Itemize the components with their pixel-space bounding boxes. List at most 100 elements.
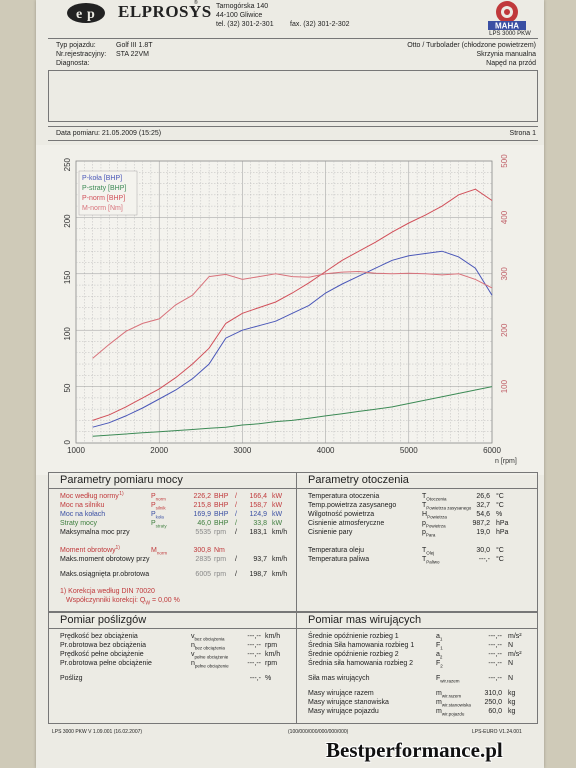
power-row-unit-1: BHP [214, 511, 229, 518]
lps-model: LPS 3000 PKW [489, 31, 531, 37]
diagnostician-label: Diagnosta: [56, 60, 90, 67]
symbol-subscript: norm [155, 496, 166, 502]
symbol-subscript: Powietrza [425, 523, 446, 529]
symbol-letter: M [151, 547, 157, 554]
slip-row-symbol: vbez obciążenia [191, 632, 225, 643]
power-section-title: Parametry pomiaru mocy [60, 474, 183, 486]
env-row-unit: % [496, 511, 503, 518]
symbol-letter: F [436, 675, 441, 682]
power-row-symbol: Mnorm [151, 546, 167, 557]
y-left-tick-label: 50 [63, 383, 72, 392]
symbol-letter: m [436, 690, 442, 697]
env-row-value: 987,2 [472, 520, 490, 527]
env-row-label: Temperatura paliwa [308, 556, 370, 563]
footer-euro-version: LPS-EURO V1.24.001 [472, 729, 522, 735]
power-row-value-1: 46,0 [197, 520, 211, 527]
footnote-marker: 1) [115, 545, 120, 551]
env-row-unit: °C [496, 493, 504, 500]
y-left-tick-label: 0 [63, 439, 72, 444]
symbol-subscript: 2 [439, 654, 443, 660]
mass-row-label: Siła mas wirujących [308, 675, 370, 682]
power-row-unit-1: Nm [214, 547, 225, 554]
notes-box [48, 70, 538, 122]
series-line [92, 188, 493, 421]
symbol-subscript: norm [156, 550, 168, 556]
env-row-unit: °C [496, 502, 504, 509]
symbol-subscript: straty [155, 523, 167, 529]
x-axis-label: n [rpm] [495, 458, 517, 465]
symbol-subscript: bez obciążenia [194, 645, 225, 651]
symbol-letter: T [422, 547, 427, 554]
mass-row-symbol: mwir.stanowiska [436, 698, 471, 709]
slip-row-value: ---,-- [247, 633, 261, 640]
symbol-subscript: 1 [439, 636, 443, 642]
power-row-symbol: Pkoła [151, 510, 164, 521]
x-tick-label: 3000 [234, 446, 252, 455]
power-row-symbol: Pnorm [151, 492, 166, 503]
maha-logo-text: MAHA [495, 22, 519, 31]
mass-row-value: ---,-- [488, 642, 502, 649]
mass-row-value: ---,-- [488, 675, 502, 682]
symbol-subscript: Olej [426, 550, 435, 556]
symbol-subscript: Paliwo [426, 559, 440, 565]
power-row-symbol: Psilnik [151, 501, 166, 512]
mass-row-unit: kg [508, 699, 516, 706]
symbol-letter: n [191, 642, 195, 649]
power-row-unit-1: BHP [214, 520, 229, 527]
y-left-tick-label: 250 [63, 157, 72, 171]
symbol-subscript: Powietrza zasysanego [426, 505, 472, 511]
env-row-symbol: TPaliwo [422, 555, 440, 566]
power-row-separator: / [235, 511, 237, 518]
footnote-marker: 1) [119, 491, 124, 497]
power-row-label: Maks.osiągnięta pr.obrotowa [60, 571, 150, 578]
symbol-letter: P [151, 520, 156, 527]
symbol-subscript: Otoczenia [426, 496, 447, 502]
slip-row-symbol: npełne obciążenie [191, 659, 229, 670]
company-fax: fax. (32) 301-2-302 [290, 21, 350, 28]
env-row-value: 54,6 [476, 511, 490, 518]
symbol-subscript: koła [155, 514, 164, 520]
power-row-value-2: 33,8 [253, 520, 267, 527]
svg-text:e: e [76, 7, 82, 22]
series-line [92, 386, 493, 437]
mass-row-symbol: F2 [436, 659, 443, 670]
symbol-letter: v [191, 651, 195, 658]
power-row-label: Moment obrotowy [60, 547, 116, 554]
mass-row-label: Średnia siła hamowania rozbieg 2 [308, 660, 414, 667]
symbol-letter: F [436, 660, 441, 667]
symbol-letter: P [151, 511, 156, 518]
env-row-label: Wilgotność powietrza [308, 511, 375, 518]
symbol-subscript: Para [425, 532, 436, 538]
power-row-unit-2: kW [272, 502, 283, 509]
legend-entry: P-koła [BHP] [82, 175, 122, 182]
x-tick-label: 2000 [150, 446, 168, 455]
power-row-label: Moc na kołach [60, 511, 106, 518]
symbol-letter: F [436, 642, 441, 649]
mass-row-label: Średnie opóźnienie rozbieg 1 [308, 633, 399, 640]
symbol-letter: a [436, 633, 440, 640]
engine-type: Otto / Turbolader (chłodzone powietrzem) [407, 42, 536, 49]
y-right-tick-label: 300 [500, 267, 509, 281]
footer-software-version: LPS 3000 PKW V 1.09.001 (16.02.2007) [52, 729, 143, 735]
slip-row-value: ---,-- [247, 642, 261, 649]
chart-legend: P-koła [BHP] P-straty [BHP] P-norm [BHP] M-… [78, 170, 138, 216]
power-row-separator: / [235, 502, 237, 509]
legend-entry: P-straty [BHP] [82, 185, 126, 192]
slip-row-unit: km/h [265, 651, 281, 658]
env-row-symbol: pPara [422, 528, 435, 539]
symbol-letter: T [422, 493, 427, 500]
power-row-unit-2: kW [272, 511, 283, 518]
footer-code: (100/000/000/000/000/000) [288, 729, 349, 735]
env-row-label: Cisnienie atmosferyczne [308, 520, 385, 527]
slip-section-title: Pomiar poślizgów [60, 614, 147, 626]
legend-box [78, 170, 138, 216]
power-row-unit-2: km/h [272, 529, 288, 536]
power-row-value-1: 2835 [195, 556, 211, 563]
mass-row-label: Średnie opóźnienie rozbieg 2 [308, 651, 399, 658]
mass-row-symbol: a2 [436, 650, 442, 661]
mass-row-unit: m/s² [508, 633, 522, 640]
x-tick-label: 5000 [400, 446, 418, 455]
mass-row-unit: N [508, 660, 514, 667]
svg-text:p: p [87, 7, 95, 22]
power-row-unit-1: rpm [214, 556, 227, 563]
